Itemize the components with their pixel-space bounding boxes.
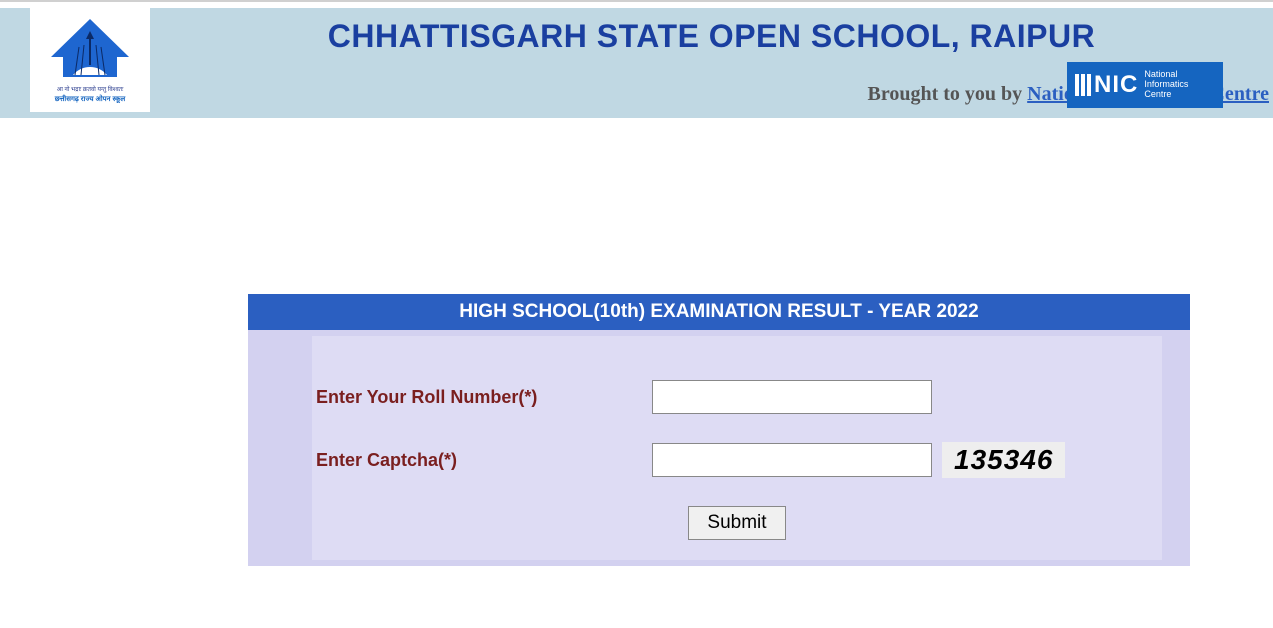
- brought-by-prefix: Brought to you by: [868, 83, 1028, 105]
- captcha-image: 135346: [942, 442, 1065, 478]
- result-panel: HIGH SCHOOL(10th) EXAMINATION RESULT - Y…: [248, 294, 1190, 566]
- logo-org-name: छत्तीसगढ़ राज्य ओपन स्कूल: [55, 95, 126, 104]
- submit-button[interactable]: Submit: [688, 506, 785, 540]
- submit-row: Submit: [312, 492, 1162, 540]
- page-header: आ नो भद्राः क्रतवो यन्तु विश्वतः छत्तीसग…: [0, 2, 1273, 118]
- page-title: CHHATTISGARH STATE OPEN SCHOOL, RAIPUR: [150, 12, 1273, 55]
- cgsos-logo: आ नो भद्राः क्रतवो यन्तु विश्वतः छत्तीसग…: [30, 8, 150, 112]
- roll-number-label: Enter Your Roll Number(*): [312, 387, 652, 408]
- roll-number-input[interactable]: [652, 380, 932, 414]
- nic-logo-icon: NIC: [1075, 71, 1138, 99]
- roll-number-row: Enter Your Roll Number(*): [312, 366, 1162, 428]
- captcha-row: Enter Captcha(*) 135346: [312, 428, 1162, 492]
- content-area: HIGH SCHOOL(10th) EXAMINATION RESULT - Y…: [0, 118, 1273, 566]
- captcha-input[interactable]: [652, 443, 932, 477]
- logo-motto: आ नो भद्राः क्रतवो यन्तु विश्वतः: [57, 85, 124, 93]
- panel-title: HIGH SCHOOL(10th) EXAMINATION RESULT - Y…: [248, 294, 1190, 330]
- nic-logo-text: National Informatics Centre: [1144, 70, 1188, 100]
- nic-logo: NIC National Informatics Centre: [1067, 62, 1223, 108]
- captcha-label: Enter Captcha(*): [312, 450, 652, 471]
- form-container: Enter Your Roll Number(*) Enter Captcha(…: [312, 336, 1162, 560]
- cgsos-logo-icon: [45, 17, 135, 87]
- panel-body: Enter Your Roll Number(*) Enter Captcha(…: [248, 330, 1190, 566]
